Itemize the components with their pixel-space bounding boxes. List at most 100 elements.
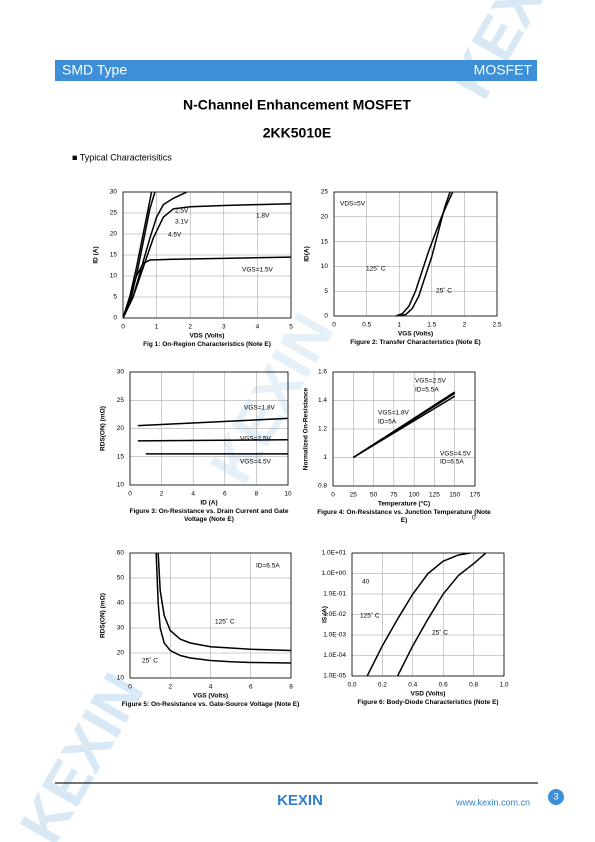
footer-logo: KEXIN [277,792,323,809]
footer-url: www.kexin.com.cn [455,797,530,807]
x-axis-label: VGS (Volts) [193,693,228,700]
x-axis-label: VDS (Volts) [190,333,225,340]
x-tick-label: 25 [350,492,358,499]
y-tick-label: 20 [117,650,125,657]
section-title: ■ Typical Characterisitics [72,152,172,162]
x-tick-label: 4 [191,491,195,498]
x-tick-label: 150 [449,492,460,499]
annotation: VGS=4.5V [240,459,272,466]
x-axis-label: ID (A) [200,500,217,507]
y-tick-label: 1.2 [318,426,327,433]
y-tick-label: 25 [321,189,329,196]
annotation: 40 [362,579,370,586]
annotation: ID=5A [378,419,397,426]
y-tick-label: 1.0E-05 [323,673,346,680]
x-tick-label: 1.0 [499,682,508,689]
y-axis-label: ID(A) [304,246,311,262]
annotation: 125˚ C [360,612,380,620]
header-right: MOSFET [474,62,533,78]
y-tick-label: 20 [117,425,125,432]
annotation: ID=6.5A [256,563,280,570]
x-tick-label: 0 [121,324,125,331]
y-tick-label: 1.4 [318,397,327,404]
y-tick-label: 50 [117,575,125,582]
x-tick-label: 8 [289,684,293,691]
x-tick-label: 0.5 [362,322,371,329]
x-tick-label: 75 [390,492,398,499]
annotation: VGS=4.5V [440,451,472,458]
figure-caption: Figure 5: On-Resistance vs. Gate-Source … [121,701,300,708]
plot-frame [122,191,292,319]
annotation: 4.5V [168,232,182,239]
y-tick-label: 10 [110,273,118,280]
y-tick-label: 10 [321,263,329,270]
curve [123,256,291,318]
y-tick-label: 15 [321,238,329,245]
y-tick-label: 5 [113,294,117,301]
annotation: 3.1V [175,219,189,226]
y-tick-label: 1.0E+01 [322,550,347,557]
x-tick-label: 4 [209,684,213,691]
annotation: ID=6.5A [440,459,464,466]
annotation: 25˚ C [142,657,158,665]
x-tick-label: 1 [397,322,401,329]
y-tick-label: 1.6 [318,369,327,376]
x-axis-label: Temperature (°C) [378,500,430,508]
x-tick-label: 2.5 [492,322,501,329]
annotation: 25˚ C [432,629,448,637]
y-tick-label: 20 [110,231,118,238]
y-tick-label: 5 [324,288,328,295]
x-axis-label: VSD (Volts) [411,691,446,698]
x-tick-label: 2 [160,491,164,498]
x-tick-label: 175 [470,492,481,499]
annotation: 125˚ C [215,618,235,626]
x-tick-label: 6 [249,684,253,691]
x-tick-label: 2 [463,322,467,329]
annotation: 2.5V [175,208,189,215]
page-number: 3 [553,791,558,801]
x-tick-label: 10 [284,491,292,498]
y-tick-label: 0 [324,313,328,320]
x-tick-label: 0.0 [347,682,356,689]
part-number: 2KK5010E [263,125,332,141]
x-tick-label: 125 [429,492,440,499]
plot-frame [333,191,498,317]
x-tick-label: 2 [168,684,172,691]
curve [137,439,288,442]
x-tick-label: 50 [370,492,378,499]
title: N-Channel Enhancement MOSFET [183,97,411,113]
curve [399,192,451,316]
y-tick-label: 10 [117,675,125,682]
x-tick-label: 0.8 [469,682,478,689]
x-tick-label: 0.4 [408,682,417,689]
x-tick-label: 2 [188,324,192,331]
x-tick-label: 0 [128,491,132,498]
x-tick-label: 1.5 [427,322,436,329]
figure-caption: Fig 1: On-Region Characteristics (Note E… [143,341,271,348]
x-tick-label: 100 [409,492,420,499]
watermark: KEXIN [437,0,587,109]
y-tick-label: 1.0E-04 [323,652,346,659]
y-tick-label: 30 [117,369,125,376]
curve [137,417,288,427]
y-axis-label: Normalized On-Resistance [303,387,310,470]
header-left: SMD Type [62,62,127,78]
annotation: VGS=2.5V [240,436,272,443]
curve [123,192,156,318]
x-tick-label: 5 [289,324,293,331]
y-tick-label: 1.0E-01 [323,591,346,598]
figure-caption: Figure 2: Transfer Characteristics (Note… [350,339,481,346]
plot-frame [351,552,505,677]
y-axis-label: IS (A) [322,606,329,623]
x-tick-label: 0 [331,492,335,499]
annotation: ID=5.5A [415,387,439,394]
y-tick-label: 10 [117,482,125,489]
curve [155,553,291,664]
y-tick-label: 1.0E-03 [323,632,346,639]
annotation: 0 [472,515,476,522]
x-axis-label: VGS (Volts) [398,331,433,338]
x-tick-label: 0 [332,322,336,329]
y-tick-label: 60 [117,550,125,557]
y-axis-label: RDS(ON) (mΩ) [100,406,107,451]
